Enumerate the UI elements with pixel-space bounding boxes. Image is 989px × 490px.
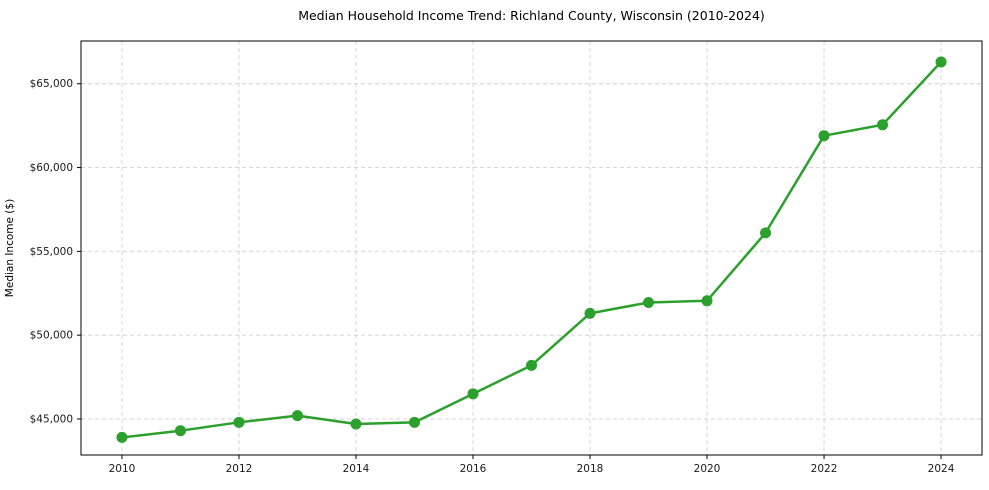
data-point: [818, 130, 830, 142]
chart-title: Median Household Income Trend: Richland …: [298, 8, 765, 23]
x-tick-label: 2016: [460, 463, 487, 475]
y-tick-label: $60,000: [30, 162, 73, 174]
data-point: [935, 56, 947, 68]
x-tick-label: 2012: [226, 463, 253, 475]
x-tick-label: 2020: [694, 463, 721, 475]
x-tick-label: 2018: [577, 463, 604, 475]
data-point: [174, 425, 186, 437]
y-tick-label: $50,000: [30, 330, 73, 342]
data-point: [701, 295, 713, 307]
data-point: [116, 431, 128, 443]
plot-area: [80, 40, 983, 456]
data-point: [233, 416, 245, 428]
data-point: [291, 410, 303, 422]
y-tick-label: $45,000: [30, 413, 73, 425]
data-point: [643, 296, 655, 308]
x-tick-label: 2024: [928, 463, 955, 475]
data-point: [877, 119, 889, 131]
y-tick-label: $55,000: [30, 246, 73, 258]
data-point: [350, 418, 362, 430]
y-tick-label: $65,000: [30, 78, 73, 90]
data-point: [760, 227, 772, 239]
x-tick-label: 2022: [811, 463, 838, 475]
data-point: [467, 388, 479, 400]
data-line: [120, 60, 943, 439]
data-point: [526, 359, 537, 371]
data-point: [584, 307, 596, 319]
x-tick-label: 2010: [109, 463, 136, 475]
x-tick-label: 2014: [343, 463, 370, 475]
data-point: [408, 416, 420, 428]
